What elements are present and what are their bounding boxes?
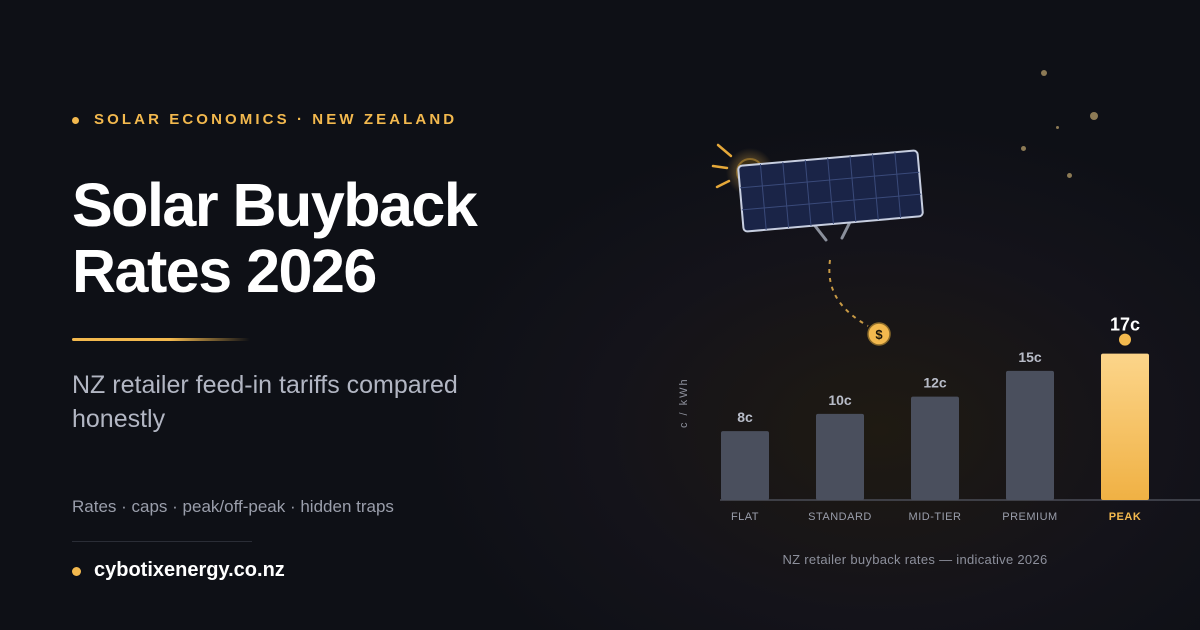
kicker-dot bbox=[72, 117, 79, 124]
accent-rule bbox=[72, 338, 250, 341]
bar-premium bbox=[1006, 370, 1054, 500]
dollar-coin-icon: $ bbox=[867, 322, 891, 346]
value-label-flat: 8c bbox=[737, 409, 753, 425]
value-label-standard: 10c bbox=[828, 392, 852, 408]
value-label-premium: 15c bbox=[1018, 349, 1042, 365]
bar-mid-tier bbox=[911, 396, 959, 500]
energy-flow-path bbox=[828, 259, 869, 327]
value-label-mid-tier: 12c bbox=[923, 375, 947, 391]
bar-flat bbox=[721, 431, 769, 500]
site-dot bbox=[72, 567, 81, 576]
star-dot bbox=[1021, 146, 1026, 151]
x-tick-peak: PEAK bbox=[1109, 511, 1142, 523]
solar-panel-icon bbox=[737, 149, 924, 242]
divider bbox=[72, 541, 252, 542]
page-title: Solar Buyback Rates 2026 bbox=[72, 172, 592, 304]
chart-caption: NZ retailer buyback rates — indicative 2… bbox=[782, 552, 1048, 567]
hero-text-panel: SOLAR ECONOMICS · NEW ZEALAND Solar Buyb… bbox=[72, 0, 592, 630]
topic-tags: Rates · caps · peak/off-peak · hidden tr… bbox=[72, 497, 394, 516]
x-tick-standard: STANDARD bbox=[808, 511, 872, 523]
x-tick-mid-tier: MID-TIER bbox=[909, 511, 962, 523]
subtitle: NZ retailer feed-in tariffs compared hon… bbox=[72, 371, 458, 433]
x-tick-flat: FLAT bbox=[731, 511, 759, 523]
star-dot bbox=[1090, 112, 1098, 120]
kicker: SOLAR ECONOMICS · NEW ZEALAND bbox=[94, 111, 458, 128]
highlight-marker bbox=[1119, 333, 1131, 346]
coin-symbol: $ bbox=[875, 327, 883, 342]
star-dot bbox=[1067, 173, 1072, 178]
bar-peak bbox=[1101, 353, 1149, 500]
x-tick-premium: PREMIUM bbox=[1002, 511, 1057, 523]
value-label-peak: 17c bbox=[1110, 315, 1140, 335]
title-line-1: Solar Buyback bbox=[72, 171, 478, 239]
bar-standard bbox=[816, 413, 864, 500]
star-dot bbox=[1056, 126, 1059, 129]
y-axis-label: c / kWh bbox=[678, 377, 690, 428]
site-link[interactable]: cybotixenergy.co.nz bbox=[94, 559, 285, 581]
bar-chart: $ 8c FLAT 10c STANDARD 12c MID-TIER 15c PREMIUM… bbox=[711, 143, 1200, 523]
star-dot bbox=[1041, 70, 1047, 76]
chart-bars: 8c FLAT 10c STANDARD 12c MID-TIER 15c PREMIUM 17… bbox=[721, 315, 1149, 523]
chart-illustration: $ 8c FLAT 10c STANDARD 12c MID-TIER 15c PREMIUM… bbox=[600, 0, 1200, 630]
title-line-2: Rates 2026 bbox=[72, 237, 377, 305]
